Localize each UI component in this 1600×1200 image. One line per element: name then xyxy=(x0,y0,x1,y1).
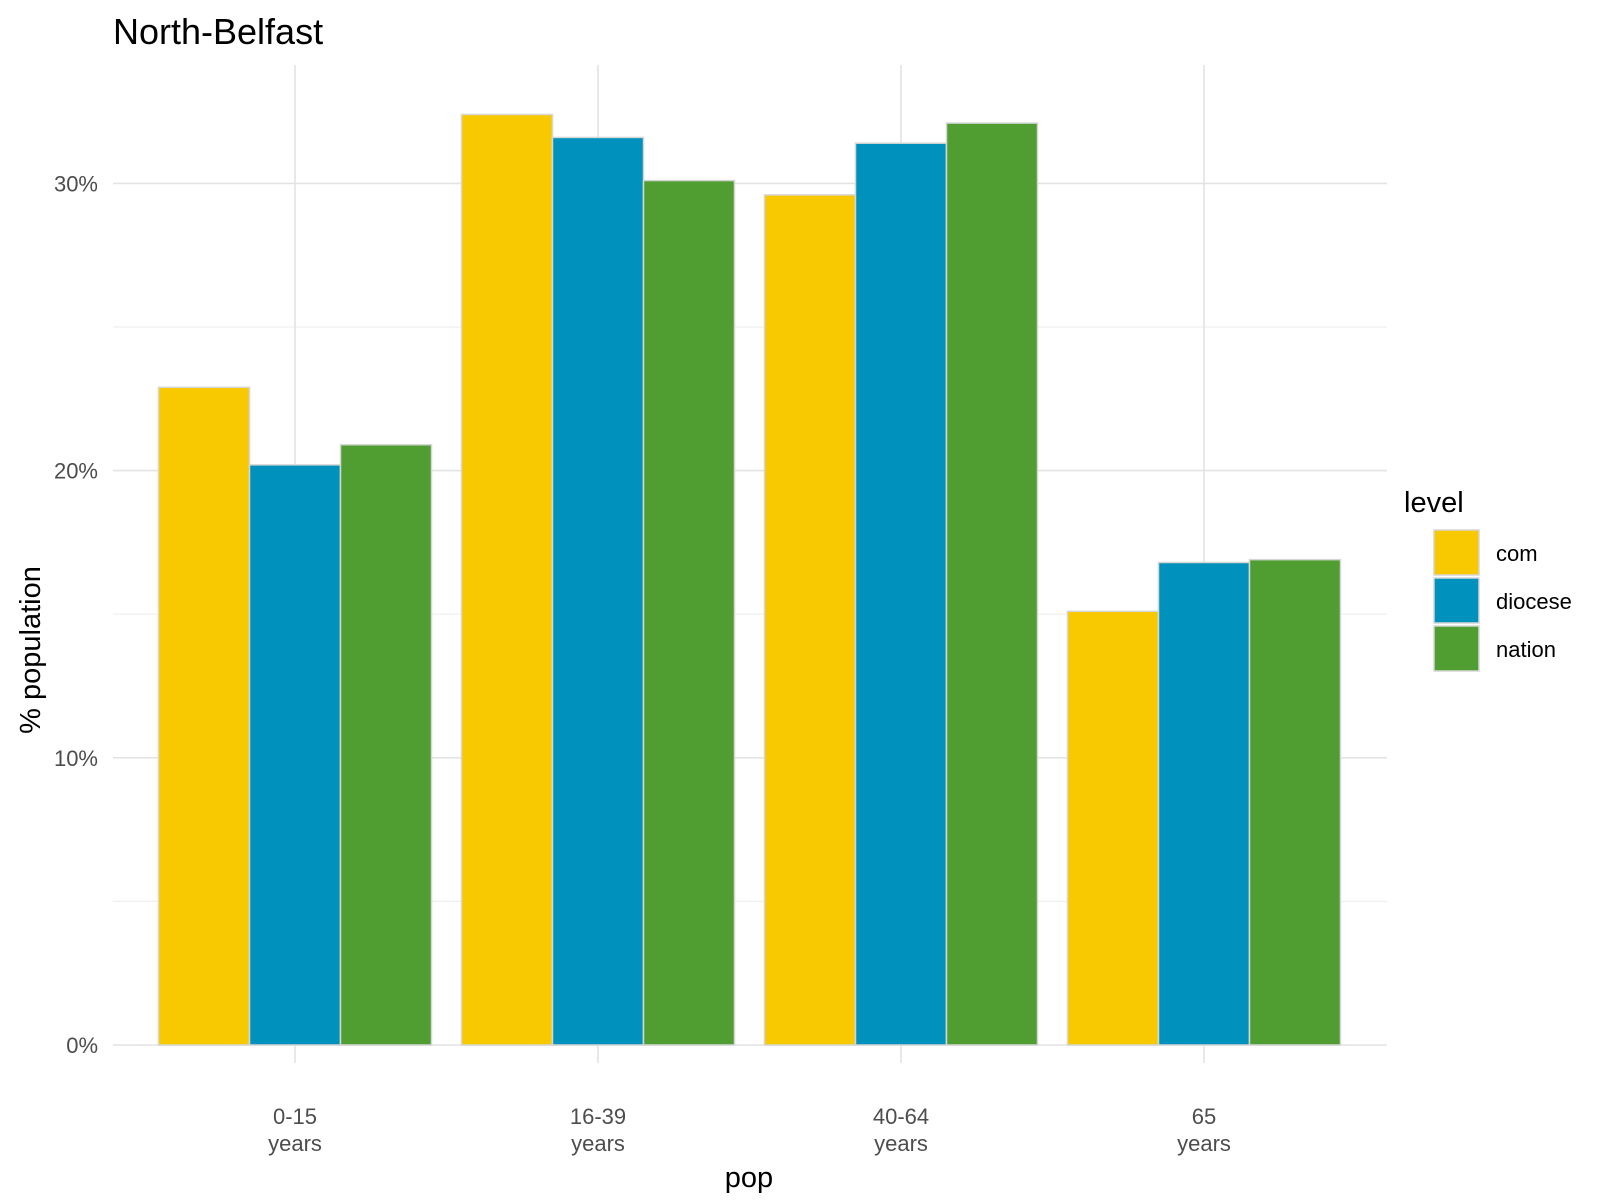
bars xyxy=(157,113,1342,1046)
legend: level com diocese nation xyxy=(1404,487,1572,672)
bar-nation xyxy=(339,444,433,1046)
y-tick-label: 20% xyxy=(54,459,98,484)
bar-diocese xyxy=(248,464,342,1046)
y-axis: 0% 10% 20% 30% xyxy=(54,171,98,1058)
bar-com xyxy=(157,386,251,1046)
x-axis-label: pop xyxy=(725,1162,773,1194)
bar-diocese xyxy=(854,142,948,1046)
x-tick-label: 0-15 xyxy=(273,1104,317,1129)
bar-nation xyxy=(945,122,1039,1046)
legend-title: level xyxy=(1404,487,1464,519)
bar-diocese xyxy=(1157,561,1251,1046)
x-tick-label: 16-39 xyxy=(570,1104,626,1129)
x-tick-label: 65 xyxy=(1192,1104,1216,1129)
x-tick-label: years xyxy=(874,1131,928,1156)
y-tick-label: 30% xyxy=(54,171,98,196)
y-tick-label: 10% xyxy=(54,746,98,771)
legend-key-diocese xyxy=(1433,577,1480,624)
legend-key-nation xyxy=(1433,625,1480,672)
y-axis-label: % population xyxy=(15,566,47,734)
chart-title: North-Belfast xyxy=(113,11,323,52)
legend-label-com: com xyxy=(1496,541,1538,566)
x-tick-label: years xyxy=(571,1131,625,1156)
bar-nation xyxy=(642,179,736,1046)
legend-label-diocese: diocese xyxy=(1496,589,1572,614)
bar-com xyxy=(1066,610,1160,1046)
legend-label-nation: nation xyxy=(1496,637,1556,662)
bar-com xyxy=(460,113,554,1046)
x-tick-label: years xyxy=(268,1131,322,1156)
x-tick-label: 40-64 xyxy=(873,1104,929,1129)
bar-diocese xyxy=(551,136,645,1046)
y-tick-label: 0% xyxy=(66,1033,98,1058)
bar-nation xyxy=(1248,558,1342,1046)
x-tick-label: years xyxy=(1177,1131,1231,1156)
legend-key-com xyxy=(1433,529,1480,576)
bar-com xyxy=(763,194,857,1046)
